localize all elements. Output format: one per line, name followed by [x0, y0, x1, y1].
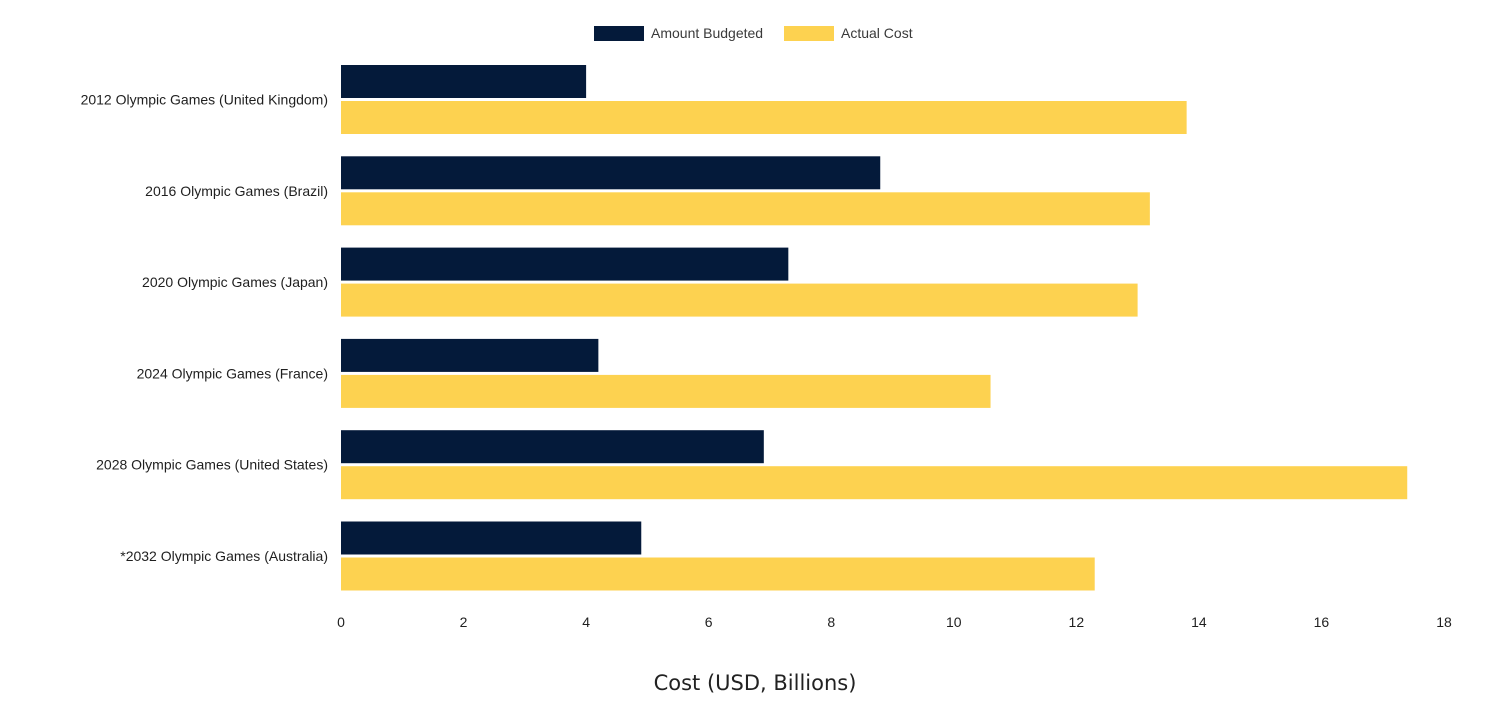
category-label-0: 2012 Olympic Games (United Kingdom) [81, 92, 328, 108]
bars-layer [341, 65, 1408, 591]
x-tick-label-5: 10 [946, 614, 962, 630]
bar-series0-cat1 [341, 156, 881, 190]
x-tick-label-7: 14 [1191, 614, 1207, 630]
x-tick-label-0: 0 [337, 614, 345, 630]
bar-series1-cat1 [341, 192, 1150, 226]
x-tick-label-2: 4 [582, 614, 590, 630]
bar-series1-cat4 [341, 466, 1408, 500]
bar-series1-cat0 [341, 101, 1187, 134]
legend-label-1: Actual Cost [841, 25, 913, 41]
category-label-2: 2020 Olympic Games (Japan) [142, 274, 328, 290]
category-label-3: 2024 Olympic Games (France) [137, 365, 328, 381]
bar-series0-cat0 [341, 65, 587, 98]
bar-series0-cat2 [341, 247, 789, 281]
legend-swatch-1 [784, 26, 834, 41]
bar-series0-cat5 [341, 521, 642, 555]
x-tick-label-9: 18 [1436, 614, 1452, 630]
category-axis: 2012 Olympic Games (United Kingdom) 2016 … [81, 92, 328, 565]
legend: Amount Budgeted Actual Cost [594, 25, 913, 41]
x-tick-label-6: 12 [1069, 614, 1085, 630]
bar-series0-cat4 [341, 430, 764, 464]
legend-swatch-0 [594, 26, 644, 41]
bar-series1-cat5 [341, 557, 1095, 591]
x-axis-title: Cost (USD, Billions) [654, 671, 857, 695]
legend-label-0: Amount Budgeted [651, 25, 763, 41]
category-label-4: 2028 Olympic Games (United States) [96, 457, 328, 473]
category-label-1: 2016 Olympic Games (Brazil) [145, 183, 328, 199]
x-tick-label-1: 2 [460, 614, 468, 630]
x-tick-label-8: 16 [1314, 614, 1330, 630]
bar-series1-cat2 [341, 283, 1138, 317]
category-label-5: *2032 Olympic Games (Australia) [120, 548, 328, 564]
x-tick-label-3: 6 [705, 614, 713, 630]
value-axis: 0 2 4 6 8 10 12 14 16 18 [337, 614, 1452, 630]
bar-series1-cat3 [341, 374, 991, 408]
x-tick-label-4: 8 [827, 614, 835, 630]
bar-series0-cat3 [341, 338, 599, 372]
